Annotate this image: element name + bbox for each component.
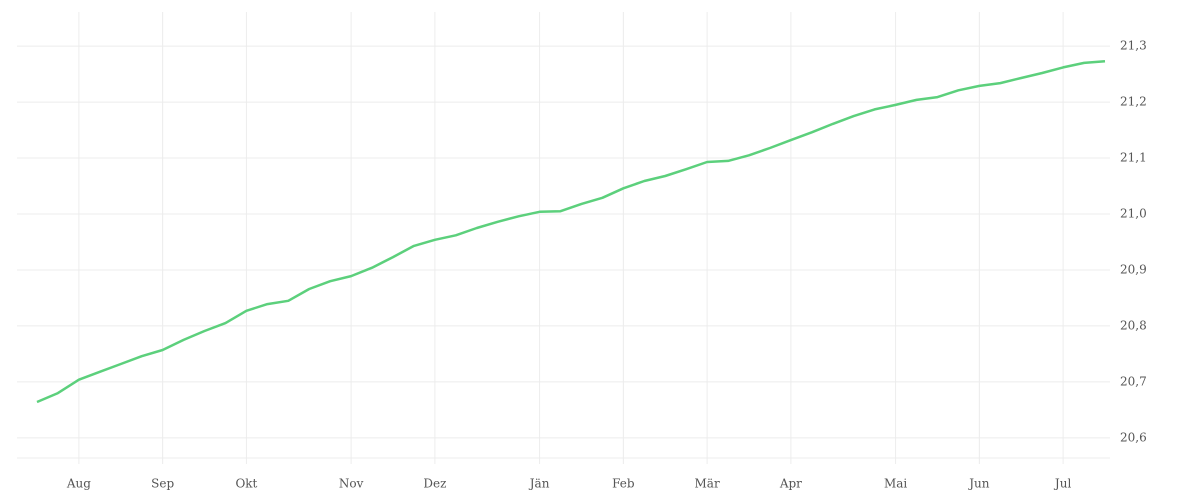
y-tick-label: 21,0	[1120, 207, 1147, 221]
y-tick-label: 20,7	[1120, 374, 1147, 388]
x-tick-label: Apr	[779, 477, 802, 491]
x-tick-label: Jul	[1053, 477, 1072, 491]
y-tick-label: 20,6	[1120, 430, 1147, 444]
y-tick-label: 21,1	[1120, 151, 1147, 165]
x-tick-label: Aug	[66, 477, 91, 491]
x-tick-label: Dez	[423, 477, 446, 491]
y-tick-label: 21,3	[1120, 39, 1147, 53]
x-tick-label: Mai	[884, 477, 907, 491]
x-tick-label: Jun	[967, 477, 990, 491]
x-tick-label: Okt	[235, 477, 257, 491]
x-tick-label: Sep	[151, 477, 174, 491]
y-tick-label: 21,2	[1120, 95, 1147, 109]
x-tick-label: Nov	[339, 477, 364, 491]
x-tick-label: Jän	[528, 477, 550, 491]
y-tick-label: 20,8	[1120, 318, 1147, 332]
x-tick-label: Mär	[695, 477, 720, 491]
x-tick-label: Feb	[612, 477, 635, 491]
line	[36, 59, 1106, 404]
y-tick-label: 20,9	[1120, 262, 1147, 276]
